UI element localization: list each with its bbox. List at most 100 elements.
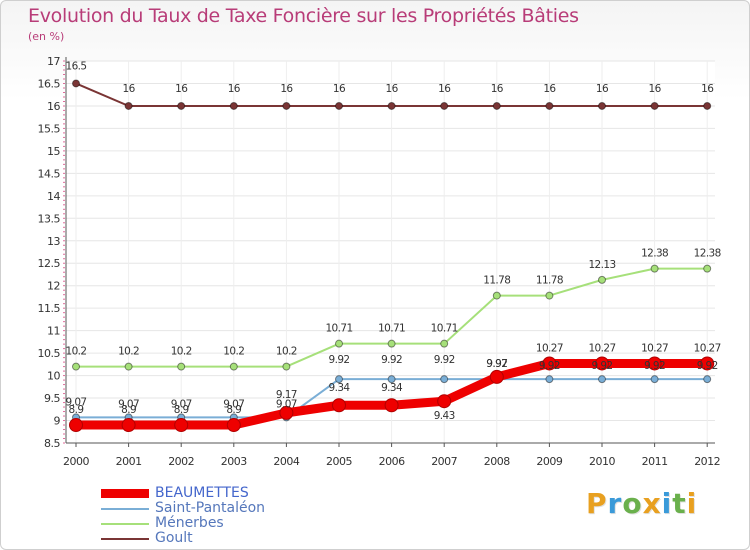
logo-letter: t: [672, 487, 687, 520]
data-point: [335, 375, 343, 384]
y-tick-label: 11.5: [38, 302, 61, 315]
data-point: [229, 362, 238, 371]
y-tick-label: 16: [47, 100, 60, 113]
data-label: 9.92: [697, 360, 718, 372]
data-label: 16.5: [66, 60, 87, 72]
data-label: 9.07: [223, 398, 244, 410]
data-point: [384, 398, 399, 413]
y-tick-label: 9.5: [44, 392, 60, 405]
data-point: [387, 375, 396, 384]
data-label: 8.9: [174, 404, 189, 416]
logo-letter: x: [642, 487, 662, 520]
data-label: 10.27: [588, 342, 615, 354]
data-label: 9.97: [486, 358, 507, 370]
data-label: 9.92: [539, 360, 560, 372]
data-point: [647, 356, 662, 371]
logo-letter: i: [661, 487, 673, 520]
legend-item: Saint-Pantaléon: [101, 501, 265, 516]
x-tick-label: 2007: [431, 455, 457, 468]
data-point: [72, 362, 80, 371]
data-label: 10.27: [641, 342, 668, 354]
chart-title: Evolution du Taux de Taxe Foncière sur l…: [28, 5, 579, 27]
data-point: [492, 291, 501, 300]
data-label: 9.92: [486, 358, 507, 370]
y-tick-label: 17: [47, 55, 60, 68]
x-tick-label: 2001: [116, 455, 142, 468]
data-point: [177, 362, 186, 371]
data-label: 10.2: [223, 346, 244, 358]
data-point: [440, 375, 449, 384]
data-label: 9.07: [118, 398, 139, 410]
x-tick-label: 2002: [168, 455, 194, 468]
y-axis-unit-label: (en %): [28, 30, 65, 43]
data-label: 16: [175, 83, 188, 95]
y-tick-label: 15: [47, 145, 60, 158]
legend-item: BEAUMETTES: [101, 486, 265, 501]
data-label: 9.92: [644, 360, 665, 372]
series-beaumettes: [69, 356, 715, 433]
data-label: 9.34: [381, 382, 403, 394]
data-label: 9.92: [592, 360, 613, 372]
data-point: [121, 418, 136, 433]
data-point: [598, 375, 606, 384]
data-label: 16: [438, 83, 451, 95]
data-point: [440, 101, 449, 110]
y-tick-label: 14.5: [38, 167, 61, 180]
x-tick-label: 2012: [694, 455, 720, 468]
legend-swatch: [101, 537, 149, 540]
data-point: [650, 101, 659, 110]
y-tick-label: 16.5: [38, 77, 61, 90]
data-point: [542, 356, 557, 371]
x-tick-label: 2008: [484, 455, 510, 468]
data-point: [124, 362, 133, 371]
data-label: 12.38: [641, 248, 668, 260]
data-point: [598, 101, 606, 110]
data-point: [703, 264, 712, 273]
y-tick-label: 13.5: [38, 212, 61, 225]
legend-label: Saint-Pantaléon: [155, 500, 266, 516]
logo-letter: i: [686, 487, 698, 520]
y-tick-label: 12: [47, 280, 60, 293]
data-label: 10.71: [378, 323, 405, 335]
legend-swatch: [101, 507, 149, 510]
data-label: 10.2: [171, 346, 192, 358]
data-label: 10.2: [118, 346, 139, 358]
data-label: 16: [701, 83, 714, 95]
data-label: 8.9: [69, 404, 84, 416]
data-point: [335, 339, 343, 348]
data-label: 10.71: [431, 323, 458, 335]
data-point: [229, 101, 238, 110]
data-label: 11.78: [483, 275, 510, 287]
x-tick-label: 2003: [221, 455, 247, 468]
series-m-nerbes: [72, 264, 712, 371]
data-point: [489, 369, 504, 384]
y-tick-label: 14: [47, 190, 60, 203]
y-tick-label: 10: [47, 370, 60, 383]
logo-letter: o: [622, 487, 643, 520]
legend-item: Goult: [101, 531, 265, 546]
data-point: [545, 101, 554, 110]
legend-label: Goult: [155, 530, 193, 546]
data-point: [332, 398, 346, 413]
data-label: 16: [333, 83, 346, 95]
legend-label: BEAUMETTES: [155, 485, 249, 501]
y-tick-label: 15.5: [38, 122, 61, 135]
data-point: [440, 339, 449, 348]
legend-swatch: [101, 489, 149, 498]
data-label: 9.92: [381, 354, 402, 366]
x-tick-label: 2005: [326, 455, 352, 468]
data-label: 9.92: [329, 354, 350, 366]
y-tick-label: 9: [54, 415, 61, 428]
proxiti-logo: Proxiti: [586, 487, 697, 520]
y-tick-label: 11: [47, 325, 60, 338]
y-tick-label: 10.5: [38, 347, 61, 360]
data-label: 11.78: [536, 275, 563, 287]
data-point: [279, 405, 294, 420]
x-tick-label: 2011: [642, 455, 668, 468]
y-tick-label: 12.5: [38, 257, 61, 270]
logo-letter: P: [586, 487, 608, 520]
data-label: 12.38: [694, 248, 721, 260]
data-label: 10.71: [325, 323, 352, 335]
x-tick-label: 2006: [379, 455, 405, 468]
